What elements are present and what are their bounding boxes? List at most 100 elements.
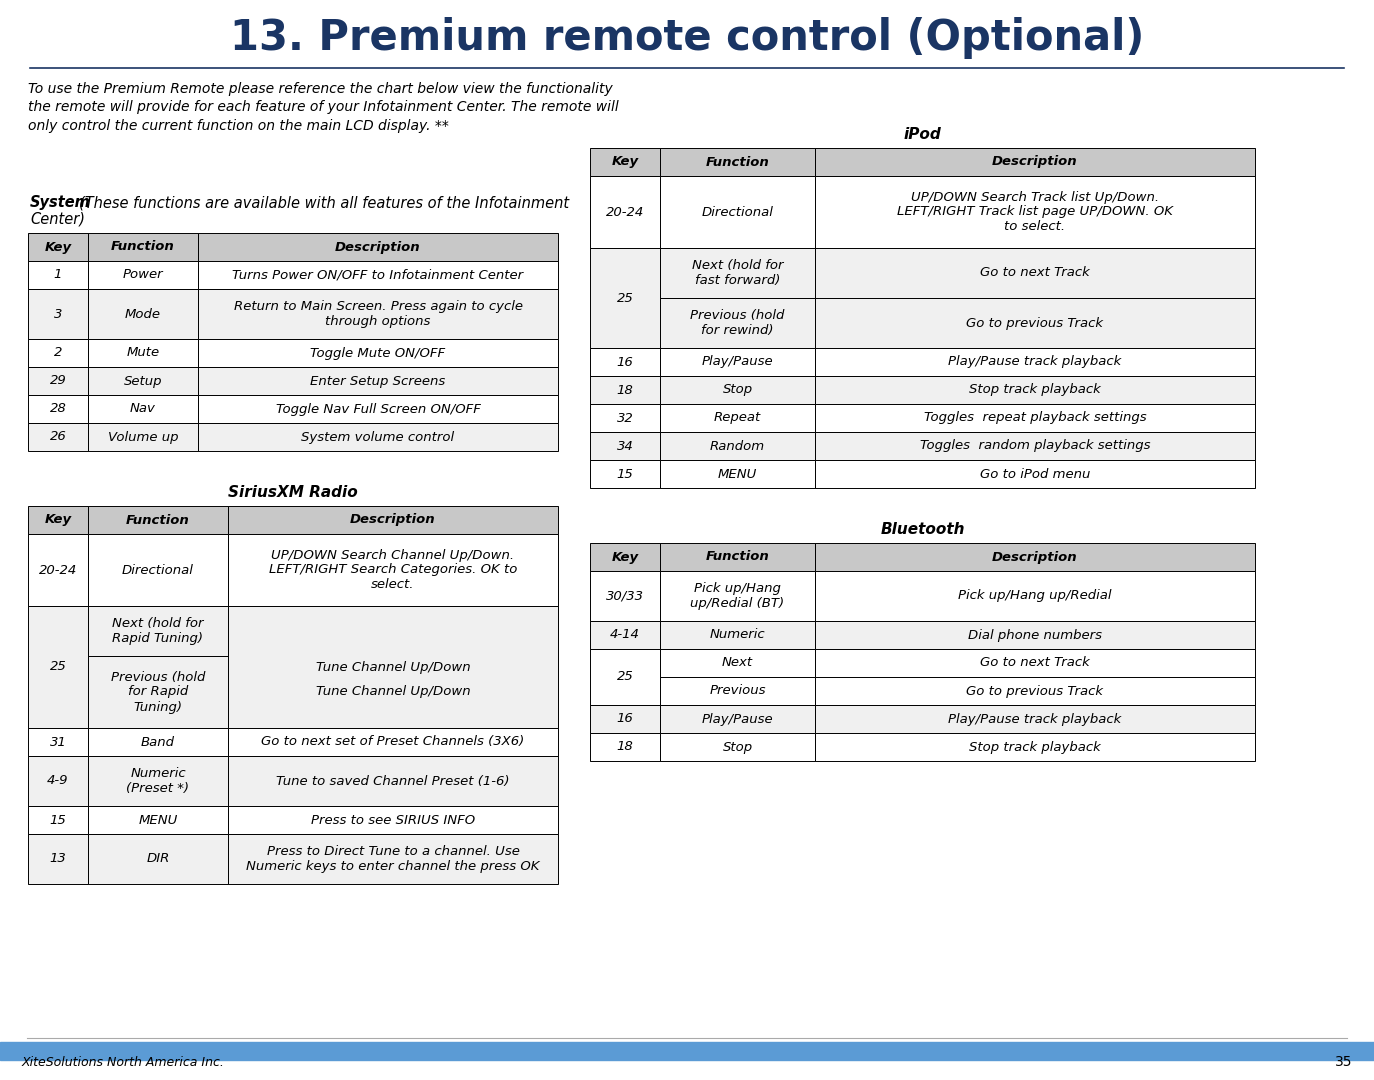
Bar [660,176,815,248]
Bar [88,834,228,885]
Bar [589,404,660,432]
Bar [589,148,660,176]
Text: Stop: Stop [723,741,753,754]
Text: Next (hold for
Rapid Tuning): Next (hold for Rapid Tuning) [113,617,203,645]
Bar [660,733,815,761]
Bar [228,806,558,834]
Bar [660,348,815,376]
Text: 16: 16 [617,713,633,726]
Bar [228,756,558,806]
Text: Directional: Directional [702,205,774,218]
Text: Go to previous Track: Go to previous Track [966,316,1103,329]
Bar [815,404,1254,432]
Text: 18: 18 [617,741,633,754]
Bar [660,705,815,733]
Bar [660,460,815,488]
Text: 34: 34 [617,440,633,453]
Bar [27,606,88,728]
Bar [815,148,1254,176]
Bar [88,261,198,289]
Text: Go to previous Track: Go to previous Track [966,685,1103,698]
Text: Play/Pause track playback: Play/Pause track playback [948,355,1121,368]
Bar [660,543,815,571]
Bar [660,432,815,460]
Bar [660,571,815,621]
Bar [0,1042,1374,1059]
Bar [27,806,88,834]
Text: 18: 18 [617,383,633,396]
Bar [228,606,558,656]
Bar [589,733,660,761]
Text: Stop track playback: Stop track playback [969,741,1101,754]
Text: 28: 28 [49,403,66,416]
Text: Go to next Track: Go to next Track [980,657,1090,670]
Bar [589,621,660,649]
Bar [660,621,815,649]
Text: Press to Direct Tune to a channel. Use
Numeric keys to enter channel the press O: Press to Direct Tune to a channel. Use N… [246,845,540,873]
Bar [27,289,88,339]
Bar [815,348,1254,376]
Text: 2: 2 [54,347,62,360]
Text: Next: Next [721,657,753,670]
Text: Power: Power [122,269,164,282]
Text: SiriusXM Radio: SiriusXM Radio [228,485,357,500]
Bar [88,534,228,606]
Bar [228,507,558,534]
Text: XiteSolutions North America Inc.: XiteSolutions North America Inc. [22,1055,225,1068]
Text: Repeat: Repeat [714,411,761,424]
Text: Enter Setup Screens: Enter Setup Screens [311,375,445,388]
Bar [815,432,1254,460]
Bar [228,656,558,728]
Text: 25: 25 [617,671,633,684]
Text: 25: 25 [617,292,633,305]
Text: 15: 15 [49,813,66,826]
Text: MENU: MENU [717,468,757,481]
Text: Function: Function [111,241,174,254]
Bar [815,705,1254,733]
Bar [660,649,815,677]
Text: Random: Random [710,440,765,453]
Text: 20-24: 20-24 [606,205,644,218]
Bar [27,339,88,367]
Text: (These functions are available with all features of the Infotainment: (These functions are available with all … [78,195,569,210]
Bar [228,606,558,728]
Bar [27,261,88,289]
Bar [815,649,1254,677]
Text: 32: 32 [617,411,633,424]
Text: Tune to saved Channel Preset (1-6): Tune to saved Channel Preset (1-6) [276,774,510,787]
Text: Toggle Nav Full Screen ON/OFF: Toggle Nav Full Screen ON/OFF [276,403,481,416]
Text: Stop: Stop [723,383,753,396]
Bar [815,298,1254,348]
Text: Turns Power ON/OFF to Infotainment Center: Turns Power ON/OFF to Infotainment Cente… [232,269,523,282]
Bar [589,571,660,621]
Text: Description: Description [350,513,436,526]
Text: Center): Center) [30,211,85,226]
Text: Play/Pause track playback: Play/Pause track playback [948,713,1121,726]
Bar [815,460,1254,488]
Bar [815,571,1254,621]
Bar [198,233,558,261]
Text: Pick up/Hang up/Redial: Pick up/Hang up/Redial [958,590,1112,603]
Text: Numeric
(Preset *): Numeric (Preset *) [126,767,190,795]
Text: MENU: MENU [139,813,177,826]
Text: Return to Main Screen. Press again to cycle
through options: Return to Main Screen. Press again to cy… [234,300,522,328]
Text: 1: 1 [54,269,62,282]
Bar [198,395,558,423]
Text: Directional: Directional [122,564,194,577]
Bar [589,543,660,571]
Text: Bluetooth: Bluetooth [881,522,965,537]
Bar [198,289,558,339]
Text: Play/Pause: Play/Pause [702,713,774,726]
Text: 35: 35 [1334,1055,1352,1069]
Text: Key: Key [611,156,639,168]
Bar [27,728,88,756]
Text: Previous (hold
for Rapid
Tuning): Previous (hold for Rapid Tuning) [111,671,205,714]
Text: System volume control: System volume control [301,431,455,444]
Bar [815,248,1254,298]
Bar [660,248,815,298]
Bar [815,543,1254,571]
Text: Description: Description [992,156,1077,168]
Bar [27,534,88,606]
Text: Description: Description [992,551,1077,564]
Text: Stop track playback: Stop track playback [969,383,1101,396]
